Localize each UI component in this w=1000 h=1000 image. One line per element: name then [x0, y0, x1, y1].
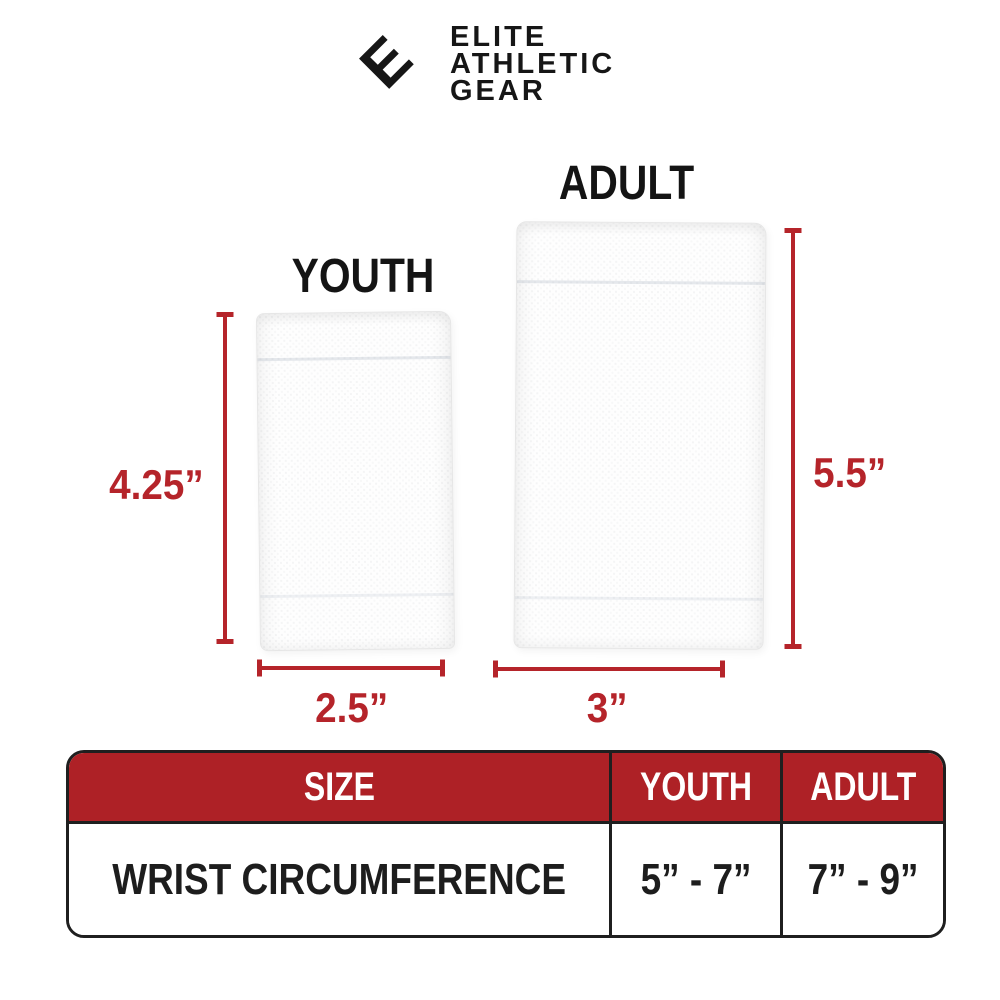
adult-product-label: ADULT — [559, 157, 695, 210]
brand-name-line2: ATHLETIC — [450, 48, 616, 80]
youth-bottom-hem — [260, 592, 454, 599]
youth-height-dimension-line — [223, 313, 227, 643]
table-cell-wrist-circumference: WRIST CIRCUMFERENCE — [69, 824, 610, 935]
adult-bottom-hem — [514, 596, 763, 601]
rotated-e-monogram-icon: E — [347, 23, 426, 102]
adult-wristband-image — [513, 221, 767, 650]
table-header-youth: YOUTH — [609, 753, 781, 824]
youth-width-dimension-line — [258, 666, 444, 670]
size-table: SIZE YOUTH ADULT WRIST CIRCUMFERENCE 5” … — [66, 750, 946, 938]
youth-wristband-image — [255, 310, 456, 652]
table-cell-youth-range: 5” - 7” — [609, 824, 781, 935]
brand-name-line1: ELITE — [450, 21, 548, 53]
youth-height-value: 4.25” — [109, 461, 204, 508]
brand-header: E ELITE ATHLETIC GEAR — [347, 21, 616, 107]
adult-height-dimension-line — [791, 229, 795, 648]
adult-width-dimension-line — [494, 667, 724, 671]
youth-width-value: 2.5” — [314, 684, 389, 731]
table-header-size: SIZE — [69, 753, 610, 824]
adult-height-value: 5.5” — [813, 449, 887, 496]
youth-cuff-seam — [257, 355, 451, 362]
youth-product-label: YOUTH — [291, 250, 435, 303]
adult-width-value: 3” — [586, 684, 628, 731]
brand-name-line3: GEAR — [450, 75, 546, 107]
brand-logo-icon: E — [347, 24, 436, 104]
table-header-adult: ADULT — [780, 753, 943, 824]
table-cell-adult-range: 7” - 9” — [780, 824, 943, 935]
adult-cuff-seam — [517, 280, 766, 285]
brand-name: ELITE ATHLETIC GEAR — [450, 21, 616, 107]
